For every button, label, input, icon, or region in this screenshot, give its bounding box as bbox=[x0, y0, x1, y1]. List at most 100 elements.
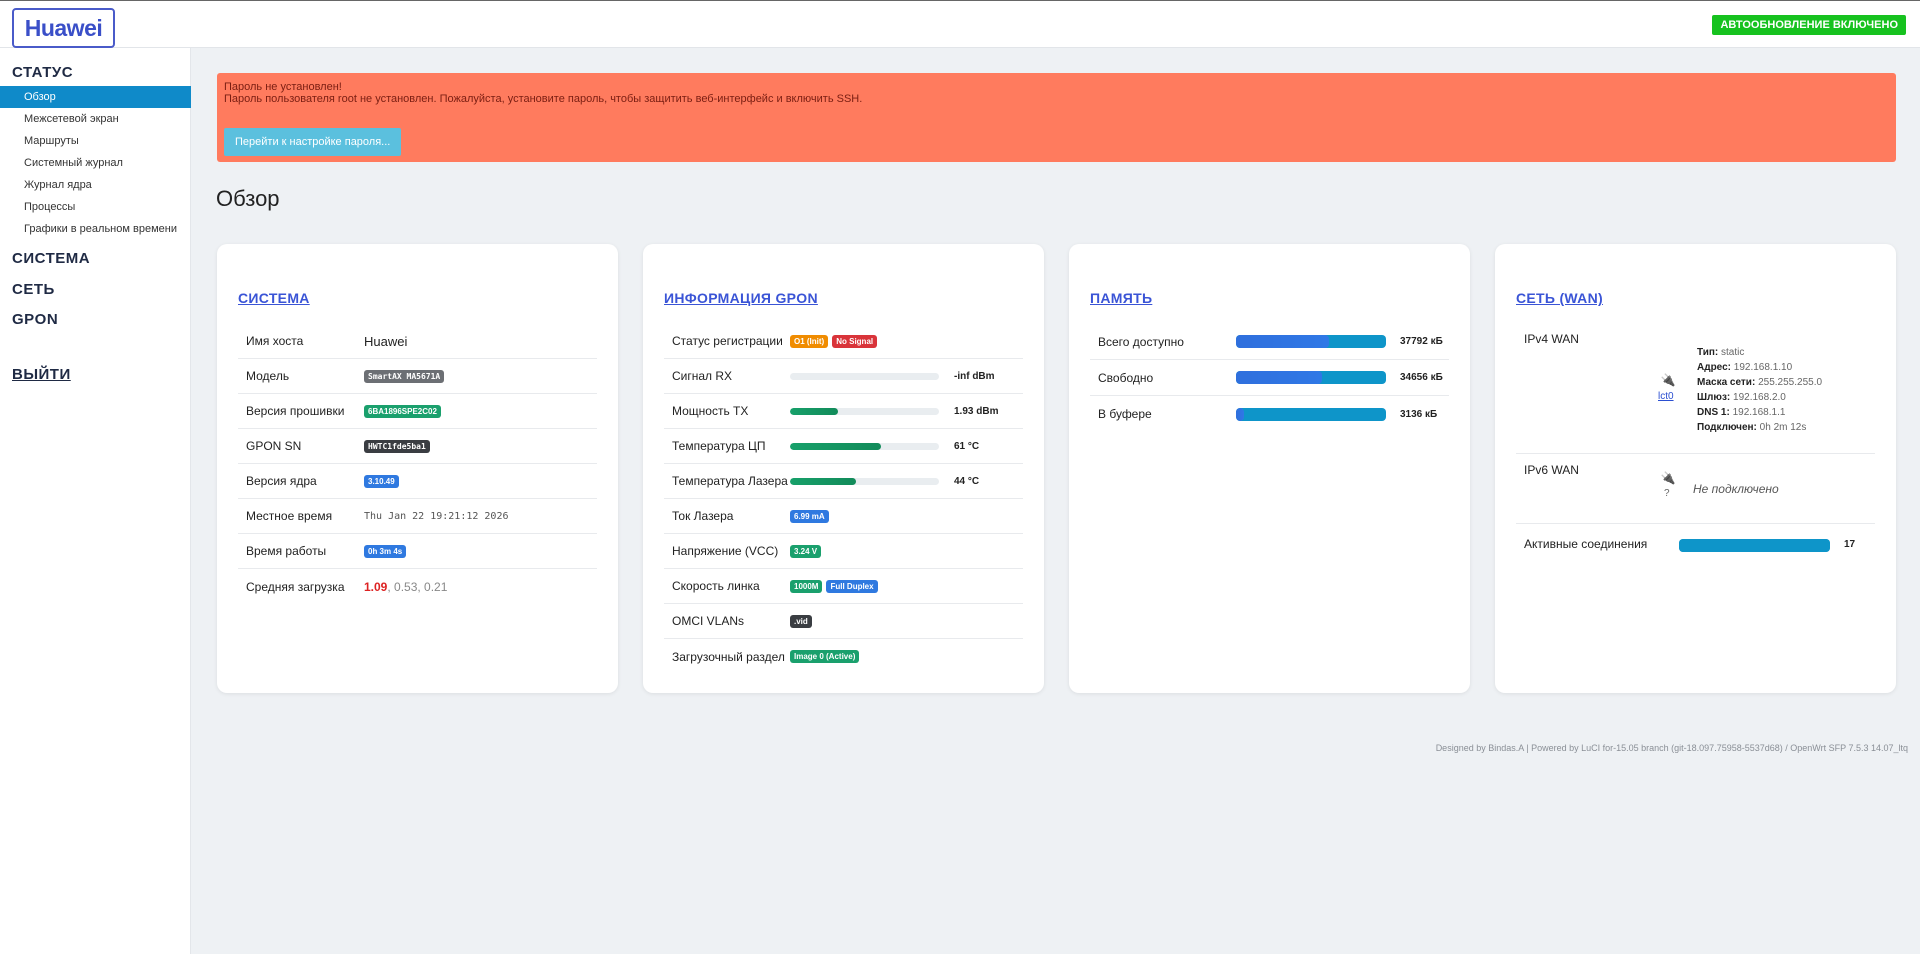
link-speed-row: Скорость линка 1000M Full Duplex bbox=[664, 569, 1023, 604]
vcc-row: Напряжение (VCC) 3.24 V bbox=[664, 534, 1023, 569]
gateway-value: 192.168.2.0 bbox=[1733, 392, 1786, 403]
hostname-label: Имя хоста bbox=[246, 334, 304, 348]
active-connections-label: Активные соединения bbox=[1524, 537, 1648, 551]
network-port-icon: 🔌 bbox=[1660, 471, 1676, 485]
ipv6-wan-label: IPv6 WAN bbox=[1524, 463, 1579, 477]
localtime-value: Thu Jan 22 19:21:12 2026 bbox=[364, 510, 509, 522]
alert-message: Пароль пользователя root не установлен. … bbox=[224, 93, 863, 105]
dns-value: 192.168.1.1 bbox=[1732, 407, 1786, 418]
wan-card-title: СЕТЬ (WAN) bbox=[1516, 290, 1603, 306]
model-badge: SmartAX MA5671A bbox=[364, 369, 445, 383]
tx-bar bbox=[790, 407, 939, 415]
load-label: Средняя загрузка bbox=[246, 579, 345, 594]
sidebar-item-firewall[interactable]: Межсетевой экран bbox=[24, 113, 119, 125]
tx-value: 1.93 dBm bbox=[954, 405, 999, 417]
mem-buffer-value: 3136 кБ bbox=[1400, 408, 1438, 420]
mem-buffer-bar bbox=[1236, 407, 1386, 421]
ipv6-wan-block: IPv6 WAN 🔌 ? Не подключено bbox=[1516, 454, 1875, 524]
load-1min: 1.09 bbox=[364, 579, 388, 594]
goto-password-button[interactable]: Перейти к настройке пароля... bbox=[224, 128, 402, 156]
tx-bar-fill bbox=[790, 407, 838, 415]
laser-temp-label: Температура Лазера bbox=[672, 474, 788, 488]
mem-total-value: 37792 кБ bbox=[1400, 336, 1443, 347]
load-rest: , 0.53, 0.21 bbox=[387, 579, 448, 594]
ipv6-status: Не подключено bbox=[1693, 482, 1779, 496]
laser-temp-row: Температура Лазера 44 °C bbox=[664, 464, 1023, 499]
netmask-value: 255.255.255.0 bbox=[1758, 377, 1823, 388]
ipv6-iface: ? bbox=[1664, 488, 1670, 499]
mem-total-row: Всего доступно 37792 кБ bbox=[1090, 324, 1449, 360]
no-signal-badge: No Signal bbox=[832, 334, 878, 348]
menu-section-system[interactable]: СИСТЕМА bbox=[12, 250, 91, 267]
netmask-key: Маска сети: bbox=[1697, 377, 1756, 388]
sidebar-item-processes[interactable]: Процессы bbox=[24, 201, 76, 213]
sidebar-item-system-log[interactable]: Системный журнал bbox=[24, 157, 123, 169]
menu-section-network[interactable]: СЕТЬ bbox=[12, 281, 55, 298]
type-key: Тип: bbox=[1697, 347, 1719, 358]
mem-buffer-bar-fill bbox=[1236, 407, 1244, 421]
address-value: 192.168.1.10 bbox=[1733, 362, 1793, 373]
kernel-badge: 3.10.49 bbox=[364, 474, 399, 488]
cpu-temp-row: Температура ЦП 61 °C bbox=[664, 429, 1023, 464]
reg-status-row: Статус регистрации O1 (Init) No Signal bbox=[664, 324, 1023, 359]
boot-badge: Image 0 (Active) bbox=[790, 650, 860, 663]
top-bar: Huawei АВТООБНОВЛЕНИЕ ВКЛЮЧЕНО bbox=[0, 0, 1920, 48]
cpu-temp-value: 61 °C bbox=[954, 440, 980, 452]
ipv4-iface-link[interactable]: lct0 bbox=[1658, 391, 1674, 402]
cpu-temp-bar bbox=[790, 442, 939, 450]
menu-section-gpon[interactable]: GPON bbox=[12, 311, 59, 328]
active-connections-value: 17 bbox=[1844, 539, 1856, 550]
active-connections-bar-fill bbox=[1679, 539, 1830, 552]
sidebar: СТАТУС Обзор Межсетевой экран Маршруты С… bbox=[0, 48, 191, 954]
mem-buffer-row: В буфере 3136 кБ bbox=[1090, 396, 1449, 432]
system-card-title: СИСТЕМА bbox=[238, 290, 310, 306]
active-connections-bar bbox=[1679, 539, 1830, 552]
kernel-label: Версия ядра bbox=[246, 474, 317, 488]
reg-state-badge: O1 (Init) bbox=[790, 334, 829, 348]
sidebar-item-kernel-log[interactable]: Журнал ядра bbox=[24, 179, 92, 191]
logout-link[interactable]: ВЫЙТИ bbox=[12, 366, 71, 383]
gpon-card-title: ИНФОРМАЦИЯ GPON bbox=[664, 290, 818, 306]
laser-current-badge: 6.99 mA bbox=[790, 509, 829, 523]
kernel-row: Версия ядра 3.10.49 bbox=[238, 464, 597, 499]
mem-free-row: Свободно 34656 кБ bbox=[1090, 360, 1449, 396]
gpon-card: ИНФОРМАЦИЯ GPON Статус регистрации O1 (I… bbox=[643, 244, 1044, 693]
memory-card-title: ПАМЯТЬ bbox=[1090, 290, 1153, 306]
password-alert: Пароль не установлен! Пароль пользовател… bbox=[217, 73, 1896, 162]
laser-temp-bar-fill bbox=[790, 477, 856, 485]
reg-status-label: Статус регистрации bbox=[672, 334, 783, 348]
mem-free-value: 34656 кБ bbox=[1400, 372, 1443, 383]
rx-bar bbox=[790, 372, 939, 380]
firmware-badge: 6BA1896SPE2C02 bbox=[364, 404, 441, 418]
firmware-label: Версия прошивки bbox=[246, 404, 345, 418]
connected-key: Подключен: bbox=[1697, 422, 1757, 433]
gpon-sn-badge: HWTC1fde5ba1 bbox=[364, 439, 430, 453]
auto-refresh-badge[interactable]: АВТООБНОВЛЕНИЕ ВКЛЮЧЕНО bbox=[1712, 15, 1906, 35]
localtime-label: Местное время bbox=[246, 509, 333, 523]
gateway-key: Шлюз: bbox=[1697, 392, 1731, 403]
gpon-sn-row: GPON SN HWTC1fde5ba1 bbox=[238, 429, 597, 464]
ipv4-details: Тип: static Адрес: 192.168.1.10 Маска се… bbox=[1697, 345, 1822, 435]
ipv4-wan-label: IPv4 WAN bbox=[1524, 332, 1579, 346]
mem-free-label: Свободно bbox=[1098, 370, 1154, 385]
menu-section-status[interactable]: СТАТУС bbox=[12, 64, 74, 81]
uptime-label: Время работы bbox=[246, 544, 327, 558]
dns-key: DNS 1: bbox=[1697, 407, 1730, 418]
uptime-badge: 0h 3m 4s bbox=[364, 544, 407, 558]
connected-value: 0h 2m 12s bbox=[1759, 422, 1807, 433]
sidebar-item-routes[interactable]: Маршруты bbox=[24, 135, 79, 147]
footer: Designed by Bindas.A | Powered by LuCI f… bbox=[1435, 743, 1908, 753]
hostname-row: Имя хоста Huawei bbox=[238, 324, 597, 359]
mem-free-bar-fill bbox=[1236, 371, 1322, 384]
mem-total-bar-fill bbox=[1236, 335, 1329, 348]
mem-total-bar bbox=[1236, 335, 1386, 348]
sidebar-item-overview[interactable]: Обзор bbox=[0, 86, 191, 108]
boot-label: Загрузочный раздел bbox=[672, 649, 785, 664]
brand-logo[interactable]: Huawei bbox=[12, 8, 115, 48]
model-row: Модель SmartAX MA5671A bbox=[238, 359, 597, 394]
active-connections-block: Активные соединения 17 bbox=[1516, 524, 1875, 564]
rx-value: -inf dBm bbox=[954, 370, 995, 382]
sidebar-item-realtime-graphs[interactable]: Графики в реальном времени bbox=[24, 223, 177, 235]
gpon-sn-label: GPON SN bbox=[246, 439, 302, 453]
status-submenu: Обзор Межсетевой экран Маршруты Системны… bbox=[0, 86, 191, 240]
